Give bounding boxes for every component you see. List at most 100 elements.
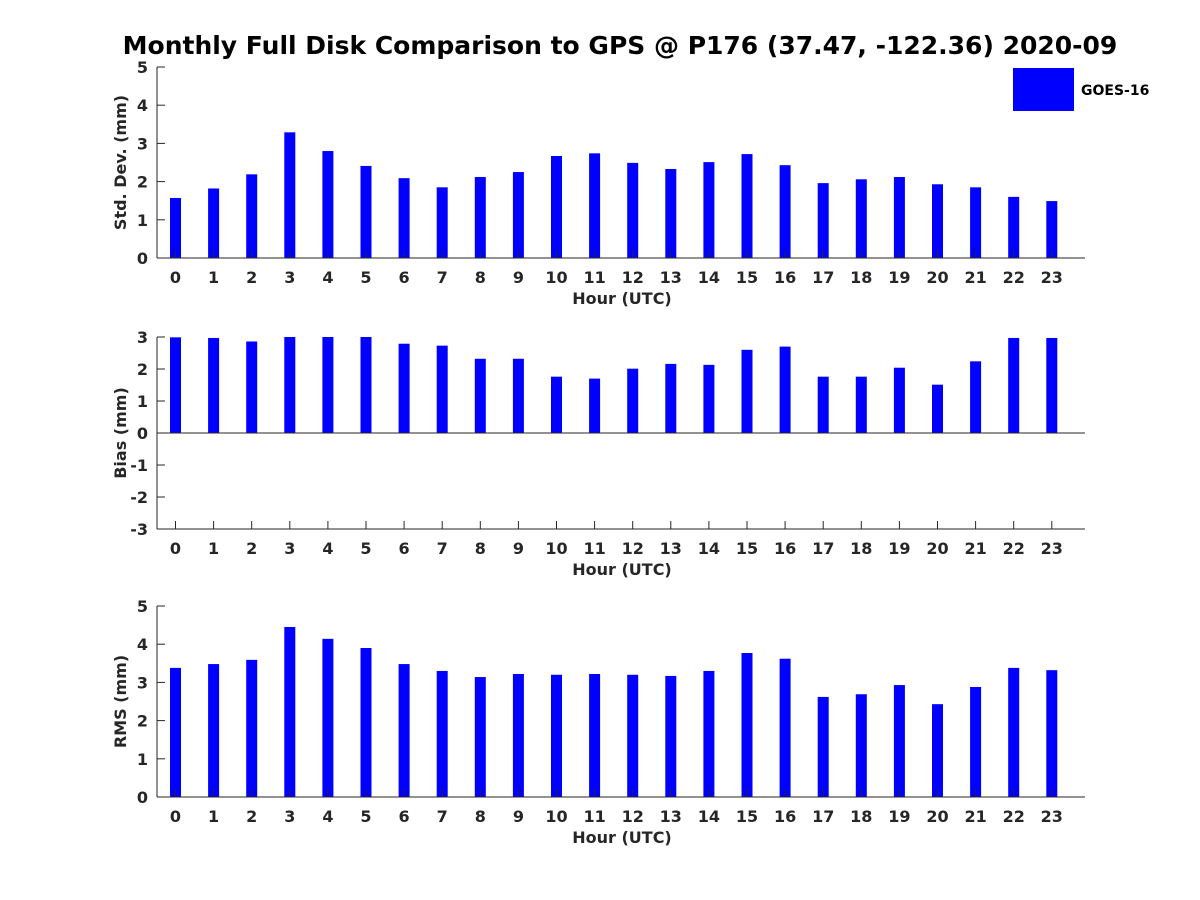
rms-x-tick-label: 21 (964, 807, 986, 826)
rms-y-axis-label: RMS (mm) (111, 655, 130, 748)
bias-bar (322, 337, 334, 433)
rms-bar (246, 659, 258, 797)
rms-x-tick-label: 23 (1041, 807, 1063, 826)
bias-x-tick-label: 22 (1003, 539, 1025, 558)
std-dev-x-tick-label: 12 (622, 268, 644, 287)
std-dev-bar (589, 153, 601, 258)
bias-x-axis-label: Hour (UTC) (572, 560, 672, 579)
rms-x-tick-label: 4 (322, 807, 333, 826)
std-dev-x-tick-label: 5 (360, 268, 371, 287)
bias-x-tick-label: 21 (964, 539, 986, 558)
bias-bar (1008, 337, 1020, 433)
bias-x-tick-label: 2 (246, 539, 257, 558)
bias-bar (741, 349, 753, 433)
std-dev-bar (970, 187, 982, 258)
rms-bar (741, 652, 753, 797)
std-dev-bar (665, 168, 677, 258)
std-dev-bar (1008, 196, 1020, 258)
std-dev-x-tick-label: 13 (660, 268, 682, 287)
rms-y-tick-label: 3 (137, 673, 148, 692)
rms-x-tick-label: 20 (926, 807, 948, 826)
std-dev-x-tick-label: 19 (888, 268, 910, 287)
std-dev-x-tick-label: 23 (1041, 268, 1063, 287)
rms-x-tick-label: 1 (208, 807, 219, 826)
rms-bar (855, 694, 867, 797)
std-dev-bar (246, 174, 258, 258)
rms-y-tick-label: 1 (137, 750, 148, 769)
std-dev-bar (284, 132, 296, 258)
rms-x-tick-label: 10 (545, 807, 567, 826)
rms-bar (932, 704, 943, 797)
std-dev-x-tick-label: 9 (513, 268, 524, 287)
rms-x-tick-label: 11 (583, 807, 605, 826)
bias-bar (893, 367, 905, 433)
rms-x-tick-label: 19 (888, 807, 910, 826)
bias-y-tick-label: 1 (137, 392, 148, 411)
rms-bar (284, 627, 296, 797)
std-dev-bar (436, 187, 448, 258)
std-dev-bar (512, 172, 524, 258)
bias-bar (284, 337, 296, 433)
std-dev-bar (208, 188, 220, 258)
rms-x-tick-label: 18 (850, 807, 872, 826)
bias-y-tick-label: 3 (137, 328, 148, 347)
std-dev-x-tick-label: 21 (964, 268, 986, 287)
bias-x-tick-label: 1 (208, 539, 219, 558)
bias-bar (360, 337, 372, 433)
bias-bar (589, 378, 601, 433)
bias-bar (970, 361, 982, 433)
bias-x-tick-label: 12 (622, 539, 644, 558)
std-dev-bar (855, 179, 867, 258)
rms-bar (970, 686, 982, 797)
bias-x-tick-label: 11 (583, 539, 605, 558)
std-dev-bar (703, 162, 715, 258)
std-dev-y-axis-label: Std. Dev. (mm) (111, 95, 130, 230)
rms-x-tick-label: 16 (774, 807, 796, 826)
bias-x-tick-label: 4 (322, 539, 333, 558)
std-dev-x-axis-label: Hour (UTC) (572, 289, 672, 308)
rms-x-tick-label: 3 (284, 807, 295, 826)
rms-y-tick-label: 2 (137, 712, 148, 731)
bias-bar (932, 384, 943, 433)
std-dev-y-tick-label: 4 (137, 96, 148, 115)
std-dev-x-tick-label: 10 (545, 268, 567, 287)
rms-bar (474, 677, 486, 797)
std-dev-x-tick-label: 2 (246, 268, 257, 287)
bias-bar (1046, 337, 1058, 433)
bias-x-tick-label: 18 (850, 539, 872, 558)
std-dev-bar (170, 198, 181, 258)
std-dev-bar (360, 165, 372, 258)
std-dev-y-tick-label: 3 (137, 134, 148, 153)
rms-x-tick-label: 2 (246, 807, 257, 826)
std-dev-y-tick-label: 1 (137, 211, 148, 230)
bias-bar (855, 376, 867, 433)
rms-bar (208, 664, 220, 797)
bias-bar (512, 358, 524, 433)
bias-x-tick-label: 10 (545, 539, 567, 558)
bias-x-tick-label: 8 (475, 539, 486, 558)
rms-bar (1046, 670, 1058, 797)
std-dev-x-tick-label: 14 (698, 268, 720, 287)
rms-y-tick-label: 0 (137, 788, 148, 807)
std-dev-bar (627, 162, 639, 258)
rms-bar (322, 638, 334, 797)
rms-x-tick-label: 17 (812, 807, 834, 826)
bias-x-tick-label: 13 (660, 539, 682, 558)
rms-x-tick-label: 15 (736, 807, 758, 826)
rms-y-tick-label: 5 (137, 597, 148, 616)
bias-bar (208, 337, 220, 433)
legend-swatch (1013, 68, 1074, 111)
rms-x-tick-label: 22 (1003, 807, 1025, 826)
legend: GOES-16 (1013, 68, 1149, 111)
std-dev-bar (779, 165, 791, 258)
std-dev-x-tick-label: 0 (170, 268, 181, 287)
bias-x-tick-label: 3 (284, 539, 295, 558)
std-dev-y-tick-label: 5 (137, 58, 148, 77)
bias-bar (246, 341, 258, 433)
legend-label: GOES-16 (1081, 83, 1149, 99)
bias-x-tick-label: 19 (888, 539, 910, 558)
std-dev-x-tick-label: 18 (850, 268, 872, 287)
